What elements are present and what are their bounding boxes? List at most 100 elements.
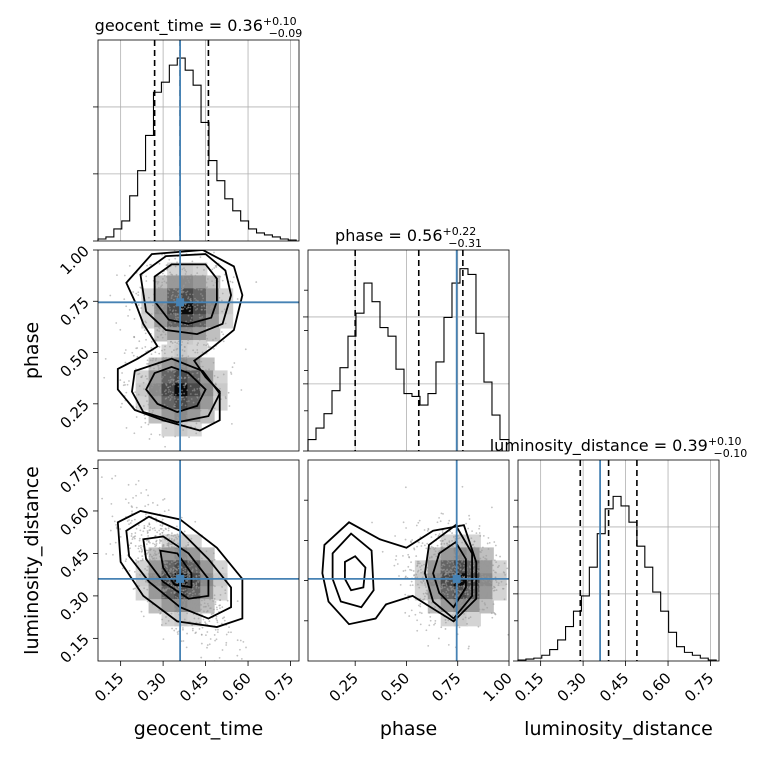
- scatter-point: [418, 519, 421, 522]
- scatter-point: [165, 565, 168, 568]
- hist-panel-phase: phase = 0.56+0.22 −0.31: [303, 225, 510, 452]
- scatter-point: [152, 542, 154, 545]
- scatter-point: [481, 608, 484, 611]
- scatter-point: [131, 351, 134, 354]
- scatter-point: [182, 568, 185, 571]
- scatter-point: [180, 596, 183, 599]
- scatter-point: [202, 382, 205, 384]
- scatter-point: [182, 583, 184, 586]
- scatter-point: [469, 616, 472, 618]
- scatter-point: [452, 558, 455, 561]
- scatter-point: [169, 345, 171, 348]
- scatter-point: [430, 545, 433, 548]
- scatter-point: [402, 554, 404, 557]
- scatter-point: [218, 296, 221, 299]
- scatter-point: [147, 549, 150, 552]
- scatter-point: [442, 591, 444, 594]
- scatter-point: [171, 277, 174, 280]
- scatter-point: [451, 587, 454, 590]
- scatter-point: [213, 407, 216, 410]
- scatter-point: [415, 524, 418, 527]
- scatter-point: [187, 304, 190, 307]
- scatter-point: [213, 608, 215, 611]
- scatter-point: [150, 340, 153, 343]
- scatter-point: [444, 608, 447, 611]
- scatter-point: [162, 558, 165, 561]
- scatter-point: [151, 400, 154, 403]
- scatter-point: [146, 530, 149, 532]
- scatter-point: [427, 528, 430, 531]
- scatter-point: [192, 401, 195, 404]
- scatter-point: [114, 474, 117, 477]
- scatter-point: [436, 544, 439, 547]
- scatter-point: [142, 530, 145, 533]
- scatter-point: [426, 575, 429, 577]
- scatter-point: [147, 494, 150, 497]
- scatter-point: [497, 582, 500, 584]
- scatter-point: [429, 575, 432, 577]
- scatter-point: [195, 571, 198, 573]
- scatter-point: [196, 329, 199, 332]
- scatter-point: [206, 646, 208, 649]
- scatter-point: [472, 587, 475, 590]
- scatter-point: [199, 329, 202, 332]
- scatter-point: [467, 556, 469, 559]
- scatter-point: [196, 396, 199, 399]
- scatter-point: [161, 294, 164, 296]
- scatter-point: [169, 380, 172, 383]
- scatter-point: [159, 524, 162, 527]
- scatter-point: [208, 408, 211, 411]
- scatter-point: [156, 531, 159, 534]
- scatter-point: [497, 566, 499, 569]
- scatter-point: [170, 534, 173, 537]
- scatter-point: [153, 367, 155, 370]
- scatter-point: [196, 335, 199, 337]
- scatter-point: [404, 611, 407, 614]
- scatter-point: [199, 409, 202, 412]
- scatter-point: [183, 603, 186, 605]
- scatter-point: [169, 399, 172, 402]
- scatter-point: [239, 639, 242, 642]
- scatter-point: [439, 584, 441, 587]
- scatter-point: [443, 564, 446, 567]
- scatter-point: [463, 612, 465, 615]
- scatter-point: [220, 622, 223, 625]
- scatter-point: [429, 619, 432, 622]
- title-text: luminosity_distance = 0.39: [490, 436, 708, 456]
- scatter-point: [183, 365, 186, 368]
- scatter-point: [161, 618, 163, 621]
- scatter-point: [174, 312, 177, 315]
- scatter-point: [480, 570, 483, 573]
- scatter-point: [176, 295, 179, 298]
- scatter-point: [208, 643, 211, 646]
- scatter-point: [186, 591, 188, 594]
- x-tick-label: 0.45: [596, 669, 632, 705]
- scatter-point: [173, 574, 176, 576]
- scatter-point: [459, 602, 462, 604]
- scatter-point: [438, 569, 441, 571]
- scatter-point: [194, 632, 197, 635]
- scatter-point: [199, 621, 201, 624]
- scatter-point: [457, 567, 460, 570]
- scatter-point: [167, 288, 170, 291]
- scatter-point: [174, 309, 177, 312]
- scatter-point: [476, 604, 479, 607]
- scatter-point: [431, 580, 434, 583]
- scatter-point: [184, 269, 186, 271]
- scatter-point: [423, 563, 425, 566]
- scatter-point: [176, 533, 179, 536]
- scatter-point: [488, 567, 491, 570]
- scatter-point: [169, 376, 172, 379]
- scatter-point: [473, 585, 476, 588]
- scatter-point: [210, 405, 213, 408]
- scatter-point: [465, 522, 468, 525]
- scatter-point: [217, 628, 219, 631]
- scatter-point: [494, 544, 497, 547]
- scatter-point: [236, 600, 239, 602]
- histogram-geocent_time: [97, 57, 297, 241]
- scatter-point: [185, 270, 188, 273]
- scatter-point: [155, 406, 158, 409]
- scatter-point: [140, 534, 143, 536]
- scatter-point: [434, 588, 437, 591]
- scatter-point: [458, 593, 461, 596]
